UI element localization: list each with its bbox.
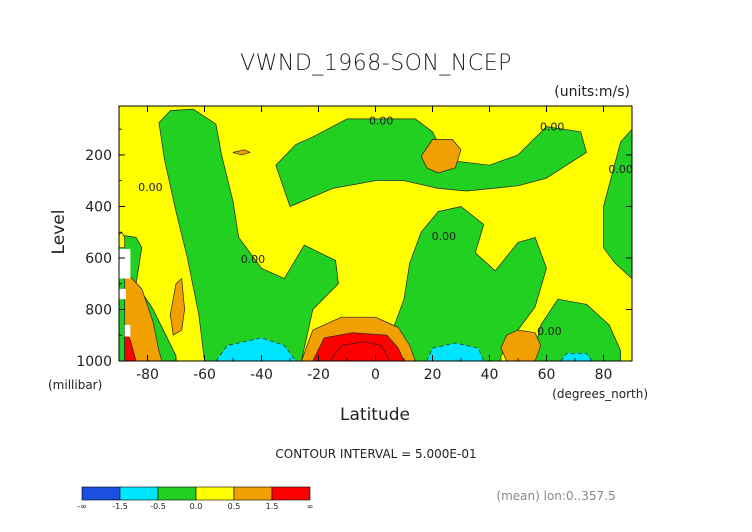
colorbar-swatch (195, 486, 235, 501)
colorbar-swatch (233, 486, 273, 501)
x-tick-label: -60 (193, 367, 216, 383)
colorbar-label: -0.5 (150, 502, 166, 511)
contour-value-label: 0.00 (608, 163, 633, 176)
contour-value-label: 0.00 (432, 230, 457, 243)
chart-title: VWND_1968-SON_NCEP (240, 51, 512, 76)
units-label: (units:m/s) (554, 84, 630, 100)
colorbar-swatch (119, 486, 159, 501)
contour-value-label: 0.00 (369, 115, 394, 128)
colorbar-label: -∞ (77, 502, 87, 511)
plot-area: 0.00 0.00 0.00 0.00 0.00 0.00 0.00 (118, 105, 633, 362)
contour-region (232, 149, 251, 156)
y-tick-label: 800 (85, 302, 112, 318)
x-tick-label: 20 (424, 367, 442, 383)
x-tick-label: 80 (595, 367, 613, 383)
colorbar-label: -1.5 (112, 502, 128, 511)
contour-region (531, 298, 621, 362)
x-axis: -80 -60 -40 -20 0 20 40 60 80 (118, 106, 633, 383)
x-tick-label: 60 (538, 367, 556, 383)
y-axis-label: Level (49, 210, 69, 255)
colorbar-label: 0.5 (228, 502, 241, 511)
x-tick-label: -20 (307, 367, 330, 383)
mean-note: (mean) lon:0..357.5 (496, 489, 615, 503)
y-axis: 200 400 600 800 1000 (76, 128, 632, 370)
x-tick-label: -80 (136, 367, 159, 383)
colorbar-swatch (157, 486, 197, 501)
missing-data-patch (119, 288, 126, 300)
colorbar-label: 1.5 (266, 502, 279, 511)
x-tick-label: -40 (250, 367, 273, 383)
x-tick-label: 0 (371, 367, 380, 383)
contour-region (500, 329, 542, 362)
x-tick-label: 40 (481, 367, 499, 383)
y-tick-label: 1000 (76, 354, 112, 370)
contour-region (215, 337, 297, 362)
contour-region (158, 108, 339, 362)
y-tick-label: 600 (85, 251, 112, 267)
contour-region (420, 139, 462, 174)
contour-value-label: 0.00 (241, 253, 266, 266)
y-tick-label: 200 (85, 148, 112, 164)
missing-data-patch (119, 248, 131, 279)
colorbar-label: ∞ (307, 502, 314, 511)
missing-data-patch (124, 324, 131, 337)
x-axis-label: Latitude (340, 405, 410, 425)
colorbar-label: 0.0 (190, 502, 203, 511)
x-units-label: (degrees_north) (552, 387, 648, 401)
contour-region (386, 206, 547, 362)
colorbar-swatch (271, 486, 311, 501)
contour-interval-label: CONTOUR INTERVAL = 5.000E-01 (275, 447, 476, 461)
contour-value-label: 0.00 (540, 120, 565, 133)
contour-region (169, 278, 185, 336)
contour-value-label: 0.00 (138, 181, 163, 194)
contour-value-label: 0.00 (537, 325, 562, 338)
y-units-label: (millibar) (48, 378, 102, 392)
colorbar-swatch (81, 486, 121, 501)
colorbar: -∞ -1.5 -0.5 0.0 0.5 1.5 ∞ (77, 486, 314, 511)
y-tick-label: 400 (85, 199, 112, 215)
contour-region (560, 352, 593, 362)
